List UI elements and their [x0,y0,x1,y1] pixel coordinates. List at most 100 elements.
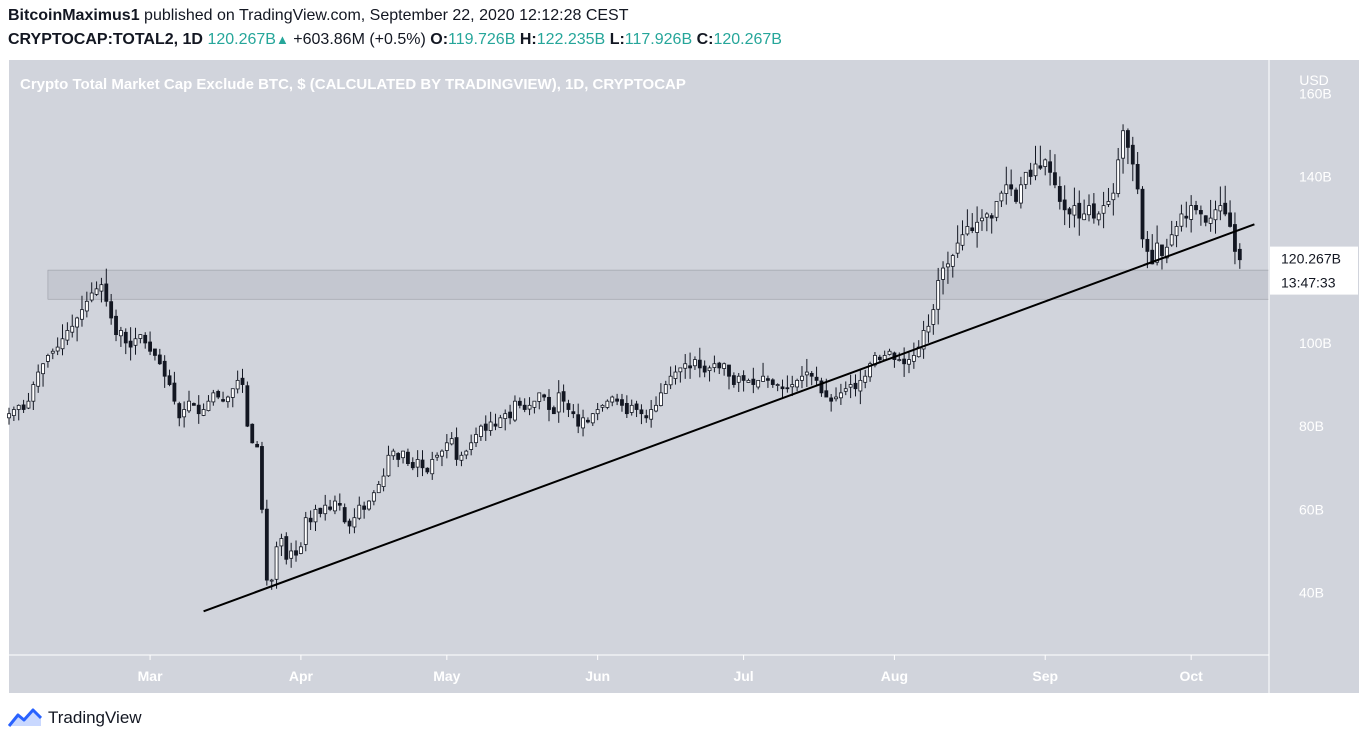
candle [590,412,595,426]
plot-area[interactable] [9,60,1269,655]
candle [1101,191,1106,229]
candle-body-down [21,404,26,410]
candle-body-up [897,359,902,361]
candle-body-up [756,379,761,388]
candle-body-down [420,459,425,469]
candle [508,404,512,425]
candle-body-up [26,400,31,409]
candle [1233,212,1237,265]
candle [1082,199,1087,221]
candle-body-down [576,414,581,427]
candle-body-up [430,459,435,475]
candle-body-up [274,546,279,580]
candle-body-down [328,506,332,510]
candle-body-down [1198,210,1203,215]
candle-body-up [610,396,615,403]
candle [376,480,381,494]
candle-body-up [595,409,600,415]
candle [493,413,498,431]
candle-body-up [401,450,405,459]
candle [863,369,868,389]
candle [848,374,853,399]
candle [532,400,537,414]
candle [804,358,809,387]
candle [980,209,984,231]
candle-body-up [503,413,508,419]
candle [561,384,566,413]
last-price-label: 120.267B [1281,251,1341,267]
candle-body-up [1072,205,1077,216]
candle [586,417,590,424]
candle [1160,244,1164,270]
candle-body-down [1038,165,1043,169]
candle-body-up [333,500,337,512]
candle-body-up [1116,159,1121,194]
candle-body-up [371,492,376,502]
price-chart[interactable]: 40B 60B 80B 100B 140B 160B Mar Apr May Jun Jul Aug… [0,0,1368,700]
candle-body-up [804,371,809,376]
publish-info: BitcoinMaximus1 published on TradingView… [8,7,629,25]
candle-body-down [483,423,488,431]
candle [328,499,332,512]
candle-body-up [838,392,843,399]
candle-body-down [1126,130,1130,148]
time-tick-label: May [433,668,460,684]
support-trendline [203,223,1255,613]
candle-body-down [454,437,459,460]
candle-body-up [911,355,916,362]
candle-body-down [731,375,736,385]
candle [284,532,289,565]
candle-body-up [381,475,386,487]
candle [1164,238,1169,264]
candle [581,409,585,437]
chart-title: Crypto Total Market Cap Exclude BTC, $ (… [20,76,686,93]
candle-body-down [196,404,201,415]
time-scale[interactable] [9,655,1269,693]
candle-body-up [138,334,143,339]
candle [999,190,1004,208]
candle-body-down [717,362,722,369]
author-name[interactable]: BitcoinMaximus1 [8,7,140,24]
trendline-group[interactable] [203,223,1255,613]
candle [415,450,420,478]
candle [483,415,488,441]
candle-body-up [921,330,926,350]
candle-body-up [926,325,931,333]
candle [94,281,99,296]
support-zone-group [47,269,1270,300]
candle [138,334,143,344]
candle-body-up [581,417,585,429]
candle [342,503,347,524]
candle-body-up [469,442,474,450]
candle-body-down [634,403,639,410]
candle [1004,166,1009,205]
candle [323,494,328,521]
candle-body-down [780,386,785,390]
candle-body-up [941,267,945,280]
candle-body-down [406,451,410,465]
candle-body-up [36,371,41,387]
candle-body-up [1023,171,1028,185]
candle-body-up [60,338,65,350]
candle-body-down [688,365,692,369]
candle-body-up [907,359,911,365]
candle [235,370,240,394]
candle [46,353,50,368]
candle [1096,211,1101,226]
candle [556,380,561,423]
time-tick-label: Apr [289,668,314,684]
symbol-label[interactable]: CRYPTOCAP:TOTAL2, 1D [8,31,203,48]
candle [790,375,795,397]
candle [216,389,221,400]
candle-body-up [795,379,800,388]
candle-body-down [362,505,367,510]
candle [722,362,727,376]
candle [31,381,36,411]
candle-body-up [1082,213,1087,221]
tradingview-footer[interactable]: TradingView [8,708,142,728]
candle [1077,190,1082,236]
candle [99,277,104,303]
price-scale[interactable] [1269,60,1359,693]
candle-body-up [84,300,89,312]
candle-body-up [668,375,673,386]
